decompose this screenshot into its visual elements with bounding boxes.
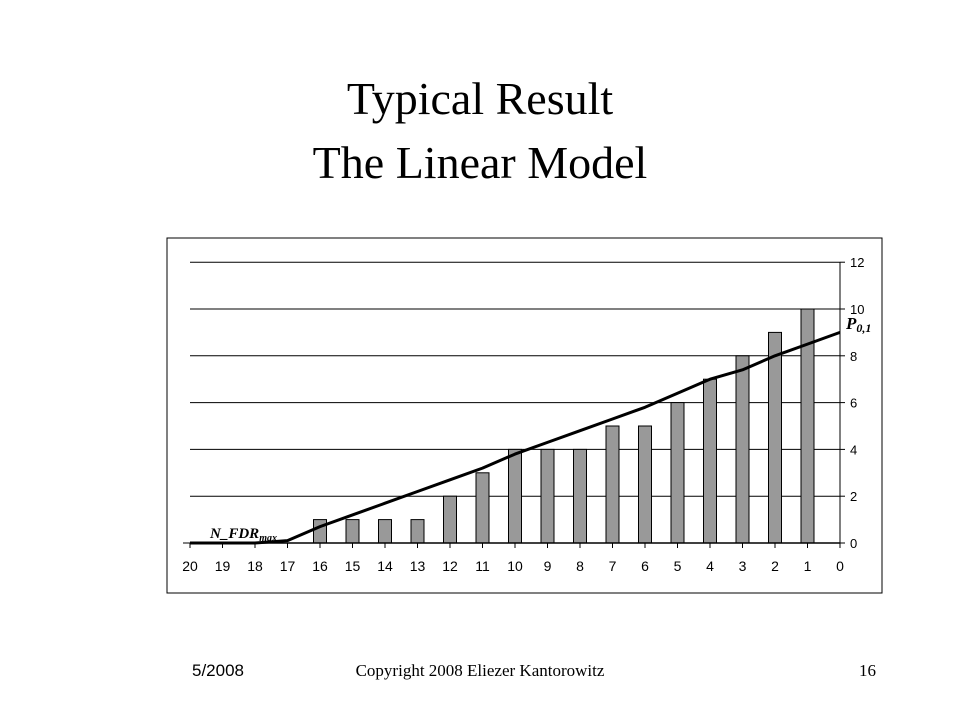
- x-tick-label: 3: [739, 558, 747, 574]
- bar: [670, 402, 685, 544]
- y-tick-label: 2: [850, 489, 857, 504]
- bar: [540, 448, 555, 544]
- x-tick-label: 4: [706, 558, 714, 574]
- bar: [410, 519, 425, 544]
- bar: [443, 495, 457, 544]
- y-tick-labels: 0 2 4 6 8 10 12: [850, 255, 864, 551]
- annotation-nfdr-max: N_FDRmax: [209, 526, 277, 544]
- annotation-p01: P0,1: [845, 314, 871, 335]
- x-tick-label: 1: [804, 558, 812, 574]
- bar: [313, 519, 327, 544]
- page-number: 16: [859, 661, 876, 680]
- footer-date: 5/2008: [192, 661, 244, 680]
- x-tick-label: 10: [507, 558, 523, 574]
- x-tick-label: 16: [312, 558, 328, 574]
- x-tick-label: 11: [475, 558, 490, 574]
- trend-line: [190, 330, 841, 545]
- x-tick-label: 0: [836, 558, 844, 574]
- bars: [183, 308, 815, 544]
- bar: [378, 519, 392, 544]
- x-tick-labels: 20 19 18 17 16 15 14 13 12 11 10 9 8 7 6 5 4 3 2 1 0: [182, 558, 844, 574]
- x-tick-label: 17: [280, 558, 296, 574]
- x-tick-label: 9: [544, 558, 552, 574]
- bar: [475, 472, 490, 544]
- bar: [605, 425, 620, 544]
- y-tick-label: 10: [850, 302, 864, 317]
- footer-copyright: Copyright 2008 Eliezer Kantorowitz: [355, 661, 605, 680]
- x-tick-label: 18: [247, 558, 263, 574]
- x-tick-label: 19: [215, 558, 231, 574]
- x-tick-label: 5: [674, 558, 682, 574]
- axes: [189, 261, 845, 548]
- line-series: [190, 330, 841, 545]
- y-tick-label: 8: [850, 349, 857, 364]
- x-tick-label: 6: [641, 558, 649, 574]
- x-tick-label: 12: [442, 558, 458, 574]
- bar: [703, 378, 717, 544]
- slide-title-line1: Typical Result: [346, 73, 614, 124]
- x-tick-label: 15: [345, 558, 361, 574]
- y-tick-label: 0: [850, 536, 857, 551]
- slide-title-line2: The Linear Model: [312, 137, 648, 188]
- bar: [508, 448, 522, 544]
- x-tick-label: 2: [771, 558, 779, 574]
- y-tick-label: 12: [850, 255, 864, 270]
- annotations: N_FDRmax P0,1: [209, 314, 871, 544]
- bar: [735, 355, 750, 544]
- y-tick-label: 4: [850, 442, 857, 457]
- bar: [638, 425, 652, 544]
- x-tick-label: 20: [182, 558, 198, 574]
- bar: [345, 519, 360, 544]
- x-tick-label: 14: [377, 558, 393, 574]
- y-tick-label: 6: [850, 396, 857, 411]
- bar: [768, 331, 782, 544]
- x-tick-label: 8: [576, 558, 584, 574]
- x-tick-label: 7: [609, 558, 617, 574]
- x-tick-label: 13: [410, 558, 426, 574]
- bar: [573, 448, 587, 544]
- chart-frame: [166, 237, 883, 594]
